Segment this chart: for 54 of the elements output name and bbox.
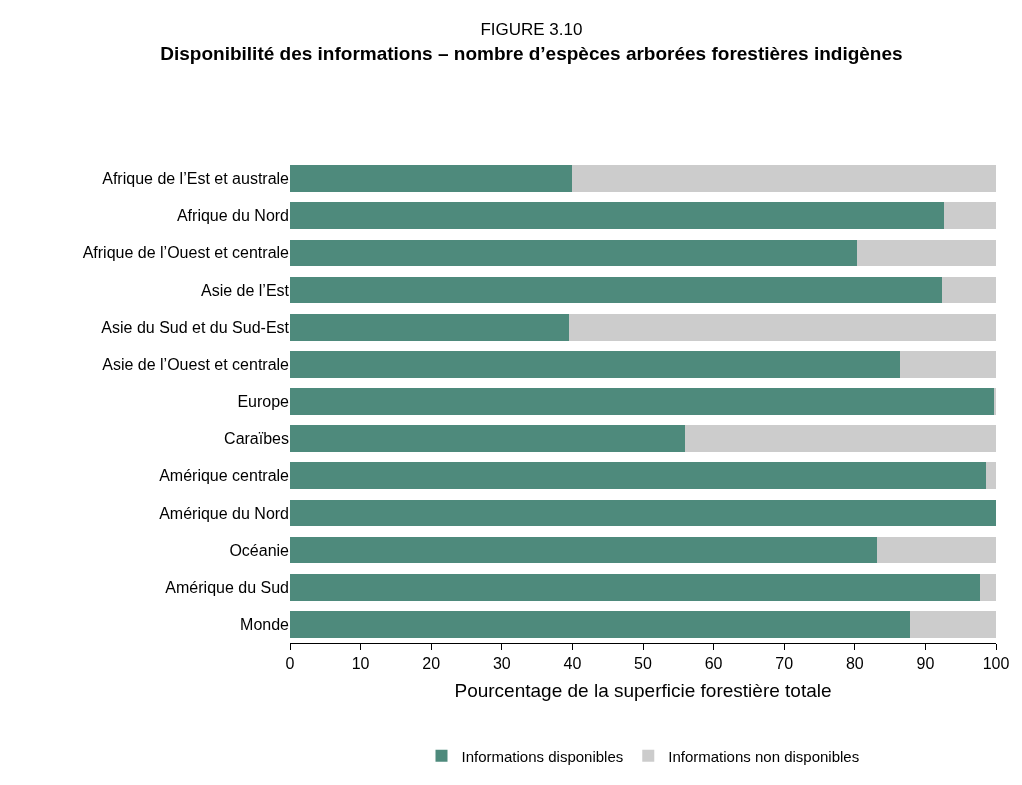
- y-tick-label: Asie de l’Ouest et centrale: [102, 355, 290, 373]
- x-tick-label: 70: [775, 655, 794, 673]
- bar: [941, 276, 996, 304]
- x-tick-label: 40: [563, 655, 582, 673]
- y-tick-label: Caraïbes: [224, 430, 289, 448]
- bar: [290, 573, 981, 601]
- bar: [290, 462, 987, 490]
- y-tick-label: Amérique du Nord: [159, 504, 289, 522]
- x-axis-title: Pourcentage de la superficie forestière totale: [454, 680, 832, 701]
- bar: [290, 165, 573, 192]
- bar: [290, 239, 857, 267]
- y-tick-label: Amérique centrale: [159, 467, 290, 485]
- x-tick-label: 60: [704, 655, 723, 673]
- bar: [290, 425, 685, 453]
- x-tick-label: 100: [982, 655, 1010, 673]
- bar: [568, 313, 996, 341]
- y-tick-label: Afrique du Nord: [176, 207, 289, 225]
- x-tick-label: 0: [285, 655, 295, 673]
- bar: [909, 611, 996, 638]
- bar: [943, 202, 996, 230]
- bar: [290, 276, 942, 304]
- bar: [986, 462, 996, 490]
- bar: [290, 536, 878, 564]
- y-tick-label: Monde: [240, 616, 290, 634]
- bar: [290, 611, 910, 638]
- y-tick-label: Amérique du Sud: [165, 578, 289, 596]
- x-tick-label: 30: [492, 655, 511, 673]
- y-tick-label: Afrique de l’Ouest et centrale: [82, 244, 290, 262]
- x-tick-label: 80: [845, 655, 864, 673]
- bar: [572, 165, 996, 192]
- bar: [290, 350, 900, 378]
- y-tick-label: Océanie: [229, 541, 290, 559]
- bar: [980, 573, 996, 601]
- chart-title: FIGURE 3.10: [480, 20, 583, 40]
- bar: [290, 499, 996, 527]
- bar: [290, 202, 944, 230]
- y-tick-label: Asie du Sud et du Sud-Est: [101, 318, 290, 336]
- bar: [993, 388, 996, 415]
- x-tick-label: 90: [916, 655, 935, 673]
- y-tick-label: Afrique de l’Est et australe: [102, 170, 290, 188]
- y-tick-label: Europe: [237, 393, 290, 411]
- x-tick-label: 10: [351, 655, 370, 673]
- legend-label: Informations disponibles: [461, 747, 624, 765]
- x-tick-label: 50: [634, 655, 652, 673]
- y-tick-label: Asie de l’Est: [200, 281, 290, 299]
- bar: [684, 425, 996, 453]
- legend-label: Informations non disponibles: [668, 747, 860, 765]
- bar: [856, 239, 996, 267]
- bar: [899, 350, 996, 378]
- bar: [877, 536, 996, 564]
- bar: [290, 388, 994, 415]
- bar: [290, 313, 569, 341]
- chart-subtitle: Disponibilité des informations – nombre d’espèces arborées forestières indigènes: [160, 43, 903, 65]
- x-tick-label: 20: [422, 655, 441, 673]
